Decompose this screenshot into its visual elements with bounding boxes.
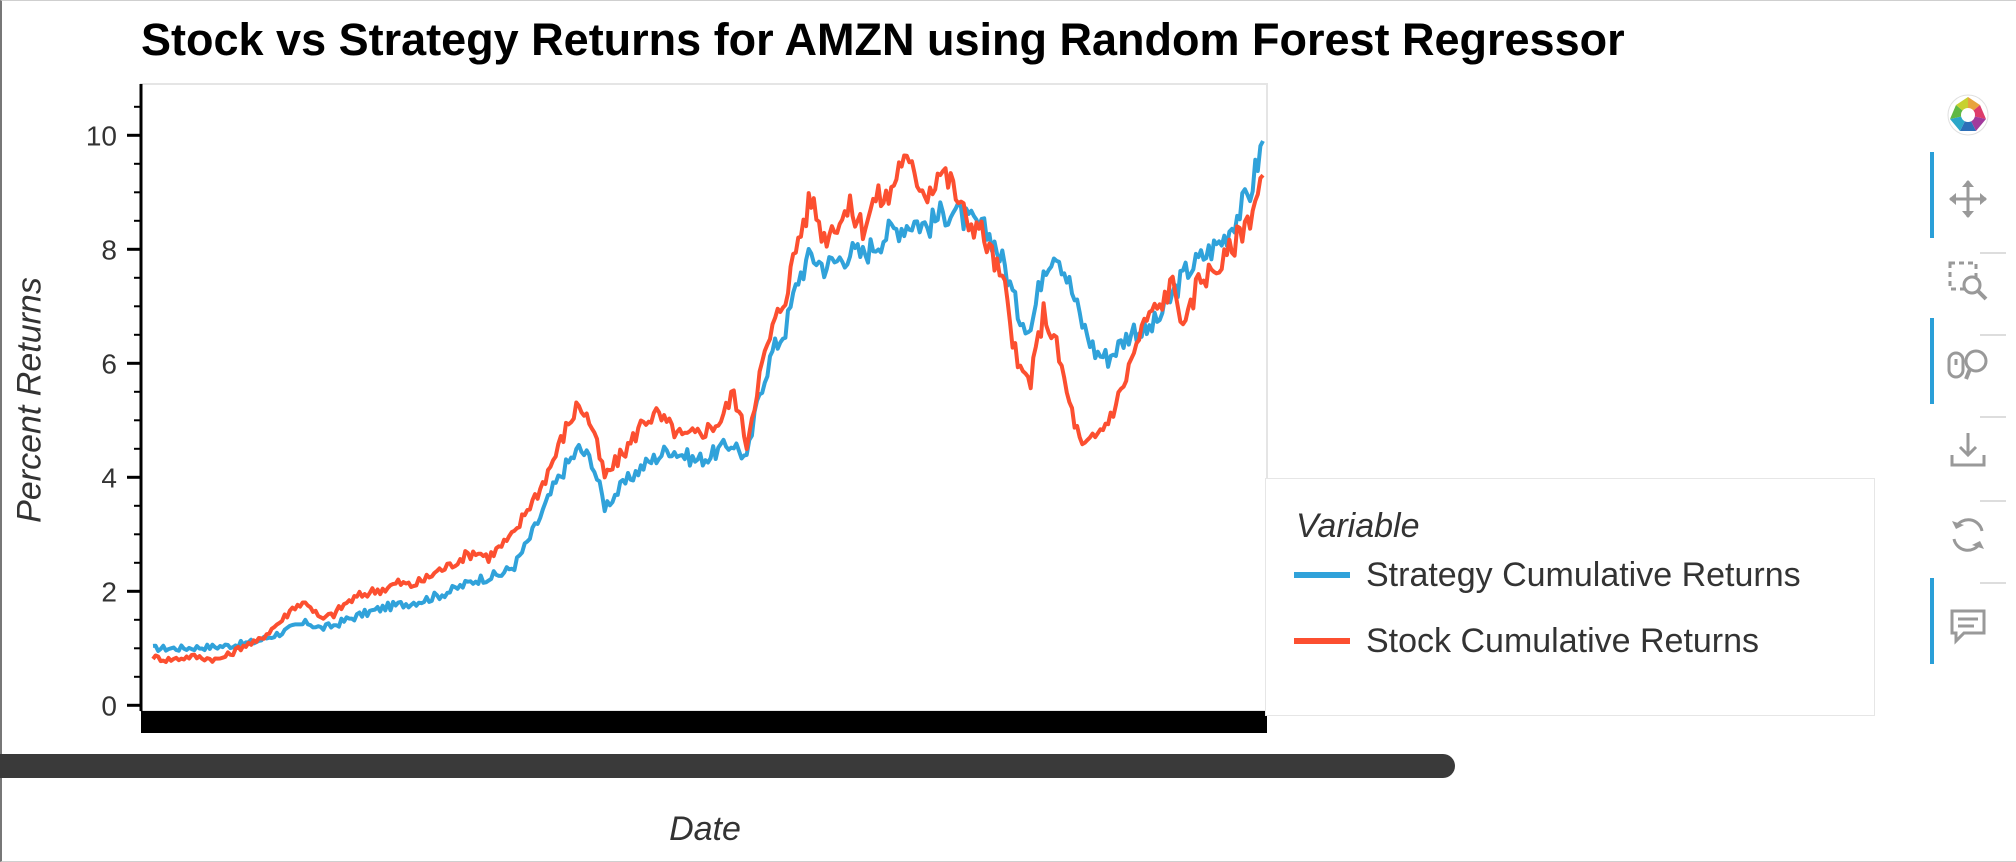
box-zoom-tool[interactable] <box>1928 246 2008 316</box>
legend-swatch-strategy <box>1294 572 1350 578</box>
reset-icon <box>1952 518 1984 552</box>
save-tool[interactable] <box>1928 414 2008 484</box>
y-tick-label: 4 <box>101 462 117 493</box>
series-line-strategy <box>152 140 1265 653</box>
toolbar-divider <box>1980 252 2006 254</box>
legend-swatch-stock <box>1294 638 1350 644</box>
plot-toolbar <box>1928 80 2008 700</box>
y-tick-label: 10 <box>86 120 117 151</box>
bokeh-logo-icon[interactable] <box>1928 80 2008 150</box>
pan-tool[interactable] <box>1928 152 2008 238</box>
series-line-stock <box>151 153 1265 664</box>
box-zoom-icon <box>1948 261 1988 301</box>
legend: Variable Strategy Cumulative Returns Sto… <box>1265 478 1875 716</box>
series-lines <box>151 140 1265 664</box>
pan-icon <box>1949 180 1987 218</box>
legend-item-strategy[interactable]: Strategy Cumulative Returns <box>1294 555 1801 595</box>
y-tick-label: 0 <box>101 690 117 721</box>
horizontal-scrollbar[interactable] <box>0 754 1455 778</box>
legend-label-strategy: Strategy Cumulative Returns <box>1366 555 1801 594</box>
wheel-zoom-icon <box>1947 349 1988 380</box>
y-tick-label: 2 <box>101 576 117 607</box>
y-axis-label: Percent Returns <box>10 277 49 523</box>
active-indicator <box>1930 578 1934 664</box>
hover-tool[interactable] <box>1928 578 2008 664</box>
save-icon <box>1950 433 1986 467</box>
hover-icon <box>1950 609 1986 645</box>
y-tick-label: 6 <box>101 348 117 379</box>
active-indicator <box>1930 318 1934 404</box>
toolbar-divider <box>1980 582 2006 584</box>
toolbar-divider <box>1980 500 2006 502</box>
chart-title: Stock vs Strategy Returns for AMZN using… <box>141 14 1625 65</box>
reset-tool[interactable] <box>1928 500 2008 570</box>
x-axis-label: Date <box>669 810 741 848</box>
y-tick-label: 8 <box>101 234 117 265</box>
legend-label-stock: Stock Cumulative Returns <box>1366 621 1760 660</box>
toolbar-divider <box>1980 416 2006 418</box>
active-indicator <box>1930 152 1934 238</box>
toolbar-divider <box>1980 334 2006 336</box>
y-axis: 0 2 4 6 8 10 <box>86 84 143 721</box>
wheel-zoom-tool[interactable] <box>1928 318 2008 404</box>
legend-item-stock[interactable]: Stock Cumulative Returns <box>1294 621 1759 661</box>
legend-title: Variable <box>1296 507 1420 545</box>
x-axis-tick-band <box>141 711 1267 733</box>
plot-area <box>140 83 1268 712</box>
